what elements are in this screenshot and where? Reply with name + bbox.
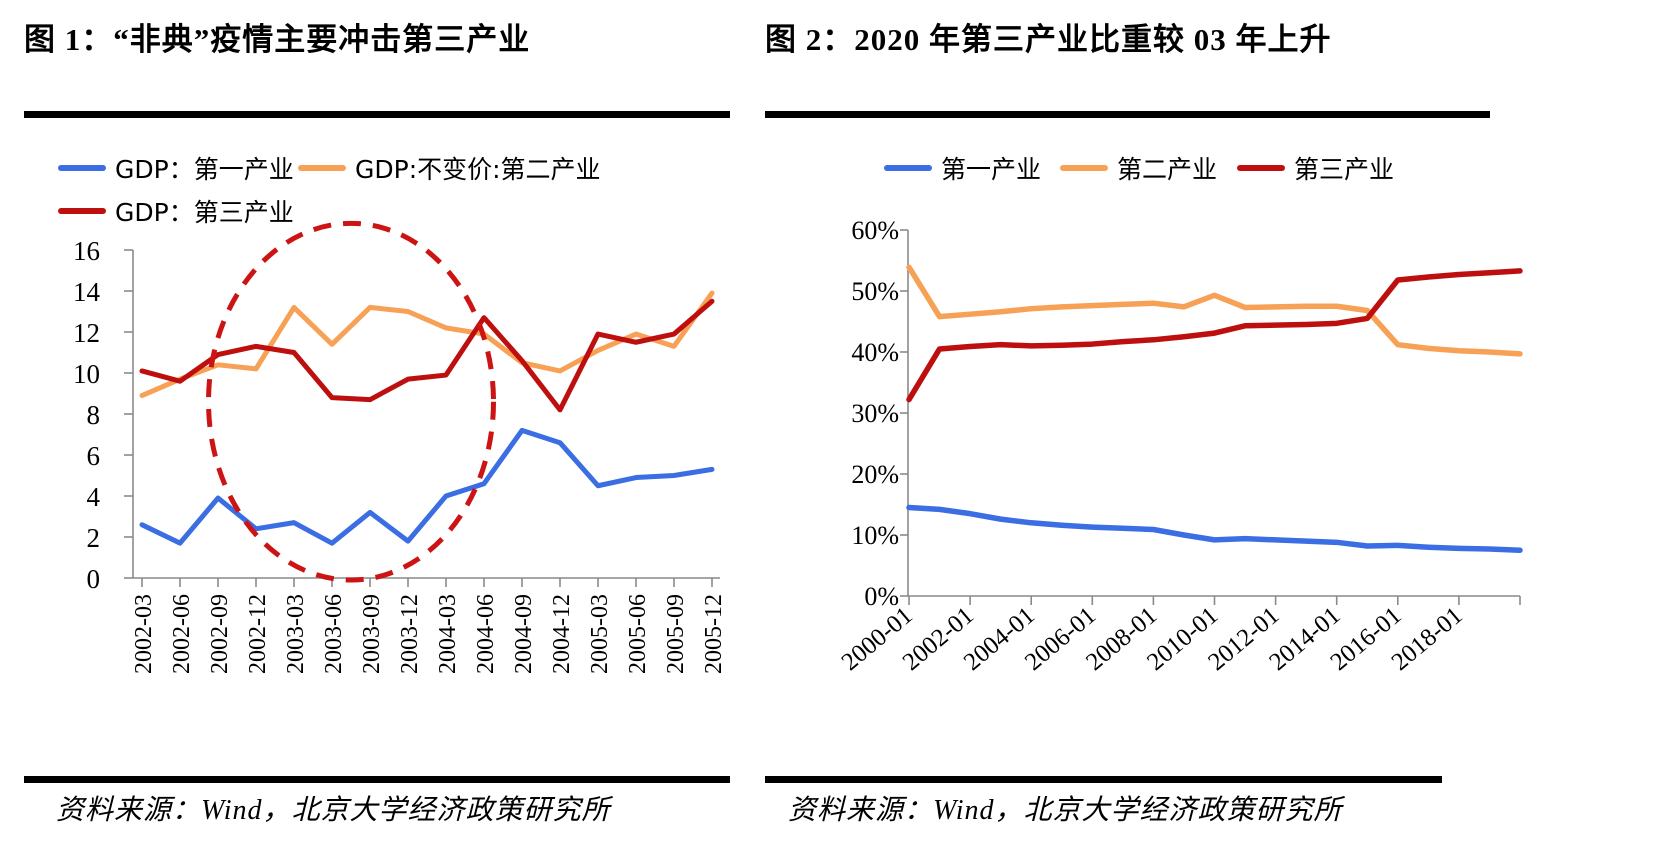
red-line-swatch-icon <box>58 208 106 214</box>
fig1-x-tick-label: 2003-09 <box>359 594 385 674</box>
fig1-source: 资料来源：Wind，北京大学经济政策研究所 <box>56 795 611 826</box>
fig1-x-tick-label: 2005-03 <box>587 594 613 674</box>
legend-label: GDP：第一产业 <box>115 155 294 184</box>
fig2-y-tick-label: 10% <box>851 521 899 550</box>
red-line-swatch-icon <box>1237 165 1285 171</box>
fig1-x-tick-label: 2005-09 <box>663 594 689 674</box>
fig2-series-line-0 <box>906 504 1523 553</box>
fig1-x-tick-label: 2003-12 <box>397 594 423 674</box>
fig1-series-line-1 <box>139 290 715 399</box>
fig2-y-tick-label: 0% <box>864 582 899 611</box>
fig1-x-tick-label: 2004-12 <box>549 594 575 674</box>
legend-label: 第二产业 <box>1117 155 1218 184</box>
orange-line-swatch-icon <box>1060 165 1108 171</box>
fig1-axes: 0 2 4 6 8 10 12 14 16 2002-03 2002-06 2002-09 2002-1… <box>73 236 727 674</box>
fig2-legend-item-primary: 第一产业 <box>884 150 1041 186</box>
fig1-y-tick-label: 10 <box>73 359 100 389</box>
fig1-y-tick-label: 4 <box>87 482 101 512</box>
legend-label: GDP：第三产业 <box>115 198 294 227</box>
fig1-legend-item-primary: GDP：第一产业 <box>58 150 294 186</box>
fig1-y-tick-label: 6 <box>87 441 101 471</box>
fig1-legend-item-secondary: GDP:不变价:第二产业 <box>298 150 601 186</box>
legend-label: 第三产业 <box>1294 155 1395 184</box>
fig1-x-tick-label: 2002-03 <box>131 594 157 674</box>
fig1-x-tick-label: 2002-12 <box>245 594 271 674</box>
fig1-line-chart: 0 2 4 6 8 10 12 14 16 2002-03 2002-06 2002-09 2002-1… <box>73 220 727 674</box>
fig2-top-rule <box>765 111 1490 118</box>
fig2-y-tick-label: 50% <box>851 277 899 306</box>
fig1-y-tick-label: 14 <box>73 277 101 307</box>
fig2-source: 资料来源：Wind，北京大学经济政策研究所 <box>788 795 1343 826</box>
fig1-x-tick-label: 2002-09 <box>207 594 233 674</box>
fig2-title: 图 2：2020 年第三产业比重较 03 年上升 <box>765 22 1332 57</box>
fig2-legend-item-tertiary: 第三产业 <box>1237 150 1394 186</box>
fig2-y-tick-label: 60% <box>851 216 899 245</box>
fig2-axes: 0%10%20%30%40%50%60%2000-012002-012004-0… <box>837 216 1521 676</box>
fig1-x-tick-label: 2004-09 <box>511 594 537 674</box>
fig1-x-tick-label: 2003-03 <box>283 594 309 674</box>
fig1-y-tick-label: 2 <box>87 523 101 553</box>
fig2-y-tick-label: 40% <box>851 338 899 367</box>
fig2-line-chart: 0%10%20%30%40%50%60%2000-012002-012004-0… <box>837 216 1523 676</box>
blue-line-swatch-icon <box>58 165 106 171</box>
fig2-bottom-rule <box>765 776 1442 783</box>
fig1-x-tick-label: 2004-03 <box>435 594 461 674</box>
fig2-y-tick-label: 30% <box>851 399 899 428</box>
fig1-y-tick-label: 16 <box>73 236 100 266</box>
fig2-y-tick-label: 20% <box>851 460 899 489</box>
fig2-x-tick-label: 2018-01 <box>1387 602 1468 676</box>
fig1-legend-item-tertiary: GDP：第三产业 <box>58 193 294 229</box>
legend-label: 第一产业 <box>941 155 1042 184</box>
fig1-y-tick-label: 0 <box>87 564 101 594</box>
fig1-x-tick-label: 2005-06 <box>625 594 651 674</box>
fig1-title: 图 1：“非典”疫情主要冲击第三产业 <box>24 22 531 57</box>
fig1-bottom-rule <box>24 776 730 783</box>
blue-line-swatch-icon <box>884 165 932 171</box>
fig1-x-tick-label: 2004-06 <box>473 594 499 674</box>
fig1-y-tick-label: 12 <box>73 318 100 348</box>
fig1-top-rule <box>24 111 730 118</box>
legend-label: GDP:不变价:第二产业 <box>355 155 601 184</box>
fig2-series-line-1 <box>906 264 1523 357</box>
fig1-series-line-2 <box>139 298 715 413</box>
fig1-y-tick-label: 8 <box>87 400 101 430</box>
fig1-x-tick-label: 2002-06 <box>169 594 195 674</box>
fig1-x-tick-label: 2005-12 <box>701 594 727 674</box>
fig1-x-tick-label: 2003-06 <box>321 594 347 674</box>
fig2-series-line-2 <box>906 268 1523 403</box>
sars-period-annotation-ellipse <box>206 220 496 583</box>
fig1-series-line-0 <box>139 427 715 546</box>
orange-line-swatch-icon <box>298 165 346 171</box>
fig2-legend-item-secondary: 第二产业 <box>1060 150 1217 186</box>
